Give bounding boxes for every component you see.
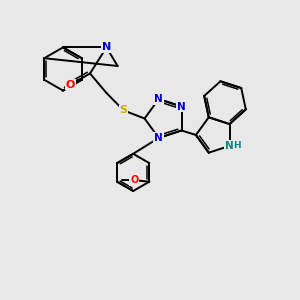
Text: O: O bbox=[66, 80, 75, 90]
Text: S: S bbox=[120, 105, 128, 116]
Text: N: N bbox=[154, 133, 163, 143]
Text: N: N bbox=[225, 141, 234, 151]
Text: O: O bbox=[130, 175, 138, 185]
Text: H: H bbox=[233, 141, 241, 150]
Text: N: N bbox=[177, 101, 186, 112]
Text: N: N bbox=[154, 94, 163, 104]
Text: N: N bbox=[102, 42, 111, 52]
